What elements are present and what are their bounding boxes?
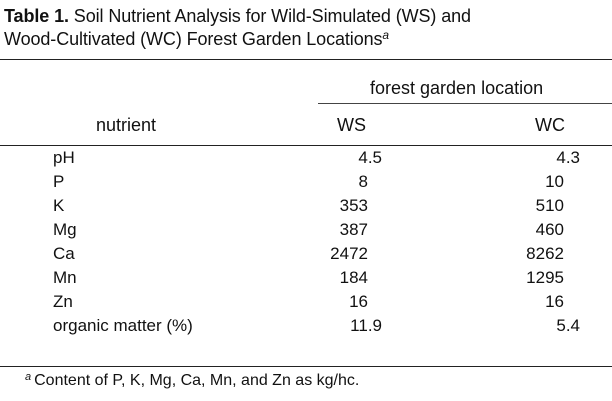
- table-row: Ca 2472 8262: [0, 243, 612, 264]
- cell-nutrient: Mg: [53, 220, 77, 239]
- cell-wc: 8262: [526, 244, 564, 263]
- caption-footnote-marker: a: [382, 28, 389, 42]
- cell-ws: 184: [339, 268, 368, 287]
- cell-wc: 510: [535, 196, 564, 215]
- cell-ws: 353: [339, 196, 368, 215]
- cell-wc: 5.4: [556, 316, 580, 335]
- cell-wc: 16: [545, 292, 564, 311]
- column-header-nutrient: nutrient: [96, 115, 157, 135]
- cell-wc: 10: [545, 172, 564, 191]
- table-row: P 8 10: [0, 171, 612, 192]
- column-group-rule: [318, 103, 612, 104]
- column-group-header: forest garden location: [370, 78, 544, 98]
- table-caption: Table 1. Soil Nutrient Analysis for Wild…: [4, 5, 608, 51]
- cell-nutrient: organic matter (%): [53, 316, 193, 335]
- cell-nutrient: P: [53, 172, 65, 191]
- table-row: Mn 184 1295: [0, 267, 612, 288]
- table-row: pH 4.5 4.3: [0, 147, 612, 168]
- table-bottom-rule: [0, 366, 612, 367]
- table-row: K 353 510: [0, 195, 612, 216]
- table-footnote: a Content of P, K, Mg, Ca, Mn, and Zn as …: [25, 371, 359, 391]
- table-row: Zn 16 16: [0, 291, 612, 312]
- table-header-rule: [0, 145, 612, 146]
- cell-ws: 2472: [330, 244, 368, 263]
- cell-ws: 16: [349, 292, 368, 311]
- cell-ws: 11.9: [350, 316, 382, 335]
- cell-nutrient: Ca: [53, 244, 75, 263]
- cell-wc: 4.3: [556, 148, 580, 167]
- cell-ws: 4.5: [358, 148, 382, 167]
- column-header-wc: WC: [535, 115, 565, 135]
- cell-nutrient: Mn: [53, 268, 77, 287]
- table-top-rule: [0, 59, 612, 60]
- cell-wc: 1295: [526, 268, 564, 287]
- cell-nutrient: pH: [53, 148, 75, 167]
- caption-line1: Soil Nutrient Analysis for Wild-Simulate…: [73, 6, 471, 26]
- cell-ws: 387: [339, 220, 368, 239]
- footnote-marker: a: [25, 371, 32, 383]
- cell-ws: 8: [358, 172, 368, 191]
- cell-wc: 460: [535, 220, 564, 239]
- table-row: Mg 387 460: [0, 219, 612, 240]
- footnote-text: Content of P, K, Mg, Ca, Mn, and Zn as k…: [34, 372, 360, 389]
- caption-line2: Wood-Cultivated (WC) Forest Garden Locat…: [4, 29, 383, 49]
- table-row: organic matter (%) 11.9 5.4: [0, 315, 612, 336]
- column-header-ws: WS: [337, 115, 366, 135]
- cell-nutrient: Zn: [53, 292, 73, 311]
- cell-nutrient: K: [53, 196, 65, 215]
- caption-label: Table 1.: [4, 6, 69, 26]
